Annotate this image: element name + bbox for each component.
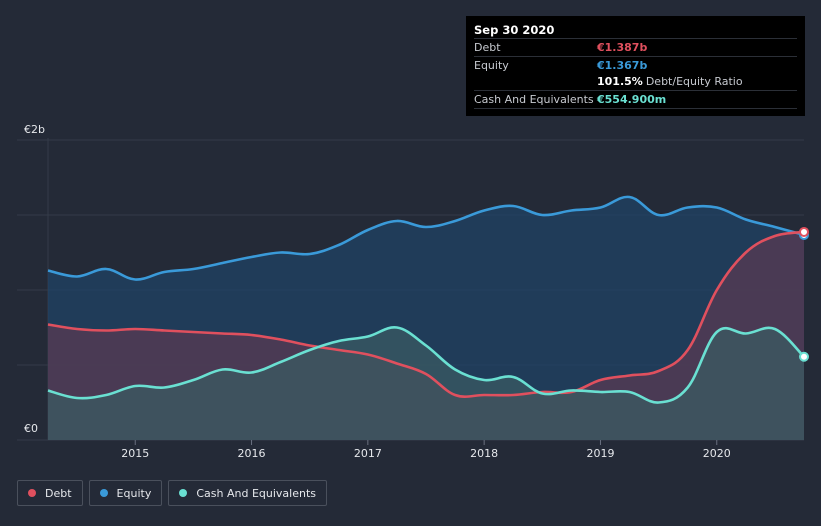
debt-dot-icon bbox=[28, 489, 36, 497]
tooltip-date: Sep 30 2020 bbox=[474, 23, 555, 37]
x-tick-label-2020: 2020 bbox=[703, 447, 731, 460]
chart-legend: Debt Equity Cash And Equivalents bbox=[17, 480, 327, 506]
y-axis-top-label: €2b bbox=[24, 123, 45, 136]
tooltip-debt-label: Debt bbox=[474, 41, 501, 54]
legend-item-equity[interactable]: Equity bbox=[88, 480, 163, 506]
tooltip-equity-value: €1.367b bbox=[597, 59, 648, 72]
x-tick-label-2016: 2016 bbox=[238, 447, 266, 460]
cash-dot-icon bbox=[179, 489, 188, 497]
tooltip-cash-row: Cash And Equivalents €554.900m bbox=[474, 90, 797, 109]
cash-and-equivalents-area bbox=[48, 327, 804, 440]
tooltip-ratio-value: 101.5% bbox=[597, 75, 643, 88]
equity-dot-icon bbox=[99, 489, 108, 497]
tooltip-equity-label: Equity bbox=[474, 59, 509, 72]
tooltip-debt-row: Debt €1.387b bbox=[474, 38, 797, 56]
y-axis-bottom-label: €0 bbox=[24, 422, 38, 435]
tooltip-cash-value: €554.900m bbox=[597, 93, 667, 106]
tooltip-debt-value: €1.387b bbox=[597, 41, 648, 54]
tooltip-cash-label: Cash And Equivalents bbox=[474, 93, 594, 106]
legend-item-debt[interactable]: Debt bbox=[17, 480, 83, 506]
x-tick-label-2015: 2015 bbox=[121, 447, 149, 460]
tooltip-ratio: 101.5% Debt/Equity Ratio bbox=[474, 74, 797, 90]
x-tick-label-2019: 2019 bbox=[586, 447, 614, 460]
legend-debt-label: Debt bbox=[45, 486, 72, 500]
cash-and-equivalents-end-marker bbox=[799, 351, 809, 362]
x-tick-label-2018: 2018 bbox=[470, 447, 498, 460]
debt-end-marker bbox=[799, 226, 809, 237]
x-tick-label-2017: 2017 bbox=[354, 447, 382, 460]
tooltip-equity-row: Equity €1.367b bbox=[474, 56, 797, 74]
legend-cash-label: Cash And Equivalents bbox=[196, 486, 316, 500]
equity-line bbox=[47, 195, 805, 281]
data-tooltip: Sep 30 2020 Debt €1.387b Equity €1.367b … bbox=[466, 16, 805, 116]
legend-equity-label: Equity bbox=[116, 486, 152, 500]
tooltip-ratio-label: Debt/Equity Ratio bbox=[645, 75, 743, 88]
x-axis-ticks: 2015 2016 2017 2018 2019 2020 bbox=[121, 440, 731, 460]
debt-line bbox=[47, 230, 805, 398]
legend-item-cash[interactable]: Cash And Equivalents bbox=[168, 480, 327, 506]
cash-and-equivalents-line bbox=[47, 326, 805, 404]
end-markers bbox=[799, 226, 809, 362]
series-lines bbox=[47, 195, 805, 404]
series-areas bbox=[48, 196, 804, 440]
